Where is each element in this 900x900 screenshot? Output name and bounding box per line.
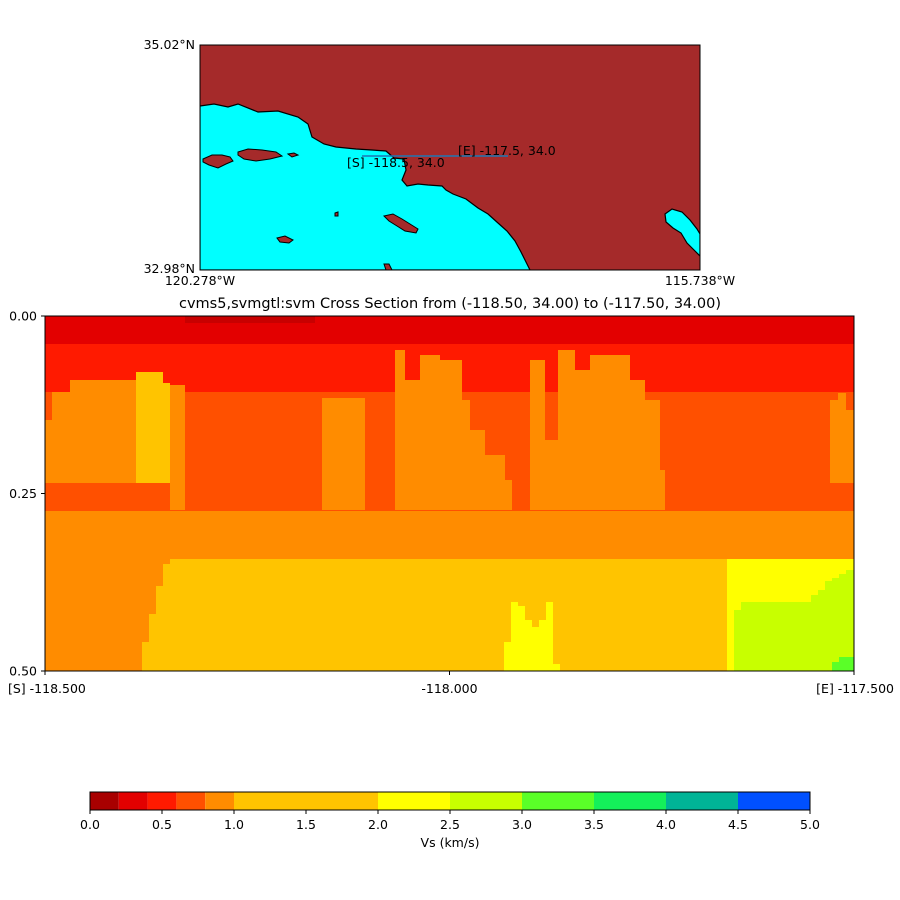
- colorbar-tick-label: 0.5: [152, 817, 172, 832]
- map-lake: [664, 208, 700, 257]
- map-lon-right: 115.738°W: [665, 273, 735, 288]
- y-tick-label: 0.25: [9, 486, 37, 501]
- y-tick-label: 0.50: [9, 664, 37, 679]
- colorbar-block: [738, 792, 810, 810]
- deep-right-vs-3.0-3.5: [832, 657, 854, 671]
- colorbar-tick-label: 4.5: [728, 817, 748, 832]
- layer-vs-0.0-0.2: [185, 316, 315, 323]
- island-san-nicolas: [276, 235, 294, 244]
- feature-orange-col5: [470, 430, 512, 510]
- map-panel: [E] -117.5, 34.0 [S] -118.5, 34.0 35.02°…: [144, 37, 736, 288]
- feature-orange-col2: [170, 385, 185, 510]
- feature-orange-right: [830, 393, 854, 483]
- colorbar-block: [450, 792, 522, 810]
- colorbar-tick-label: 2.5: [440, 817, 460, 832]
- map-label-end: [E] -117.5, 34.0: [458, 143, 556, 158]
- colorbar-ticks: 0.0 0.5 1.0 1.5 2.0 2.5 3.0 3.5 4.0 4.5 5.0: [80, 810, 820, 832]
- feature-left-shallow: [45, 380, 136, 483]
- deep-right-vs-2.5-3.0: [734, 570, 854, 671]
- map-label-start: [S] -118.5, 34.0: [347, 155, 445, 170]
- colorbar-tick-label: 4.0: [656, 817, 676, 832]
- feature-yellow-orange-col1: [136, 372, 170, 483]
- x-tick-label: -118.000: [421, 681, 477, 696]
- colorbar-tick-label: 5.0: [800, 817, 820, 832]
- colorbar-tick-label: 3.5: [584, 817, 604, 832]
- cross-section-title: cvms5,svmgtl:svm Cross Section from (-11…: [179, 296, 721, 312]
- map-lon-left: 120.278°W: [165, 273, 235, 288]
- feature-orange-col6: [530, 350, 665, 510]
- colorbar-blocks: [90, 792, 810, 810]
- colorbar-tick-label: 1.0: [224, 817, 244, 832]
- map-frame: [199, 44, 701, 271]
- colorbar-block: [234, 792, 306, 810]
- x-tick-label: [S] -118.500: [8, 681, 86, 696]
- island-san-clemente: [383, 263, 393, 270]
- colorbar-block: [378, 792, 450, 810]
- layer-vs-0.2-0.4: [45, 316, 854, 344]
- colorbar-block: [306, 792, 378, 810]
- map-lat-top: 35.02°N: [144, 37, 195, 52]
- island-santa-rosa: [202, 154, 234, 169]
- island-catalina: [383, 213, 419, 234]
- feature-orange-col4: [395, 350, 470, 510]
- map-lat-bottom: 32.98°N: [144, 261, 195, 276]
- x-tick-label: [E] -117.500: [816, 681, 894, 696]
- colorbar-block: [205, 792, 234, 810]
- deep-layer-vs-1.0-1.5: [142, 559, 727, 671]
- colorbar: 0.0 0.5 1.0 1.5 2.0 2.5 3.0 3.5 4.0 4.5 5.0 Vs (km…: [80, 791, 820, 850]
- map-ocean: [200, 103, 531, 270]
- cross-section-axes: [S] -118.500 -118.000 [E] -117.500 0.00 0.25…: [8, 309, 894, 697]
- colorbar-tick-label: 0.0: [80, 817, 100, 832]
- colorbar-block: [666, 792, 738, 810]
- colorbar-tick-label: 1.5: [296, 817, 316, 832]
- colorbar-block: [147, 792, 177, 810]
- colorbar-block: [90, 792, 119, 810]
- feature-orange-col3: [322, 398, 365, 510]
- colorbar-block: [522, 792, 594, 810]
- colorbar-block: [176, 792, 206, 810]
- colorbar-block: [594, 792, 666, 810]
- colorbar-label: Vs (km/s): [421, 835, 480, 850]
- island-santa-barbara: [334, 211, 339, 217]
- island-anacapa: [286, 152, 300, 158]
- y-tick-label: 0.00: [9, 309, 37, 324]
- colorbar-tick-label: 3.0: [512, 817, 532, 832]
- colorbar-tick-label: 2.0: [368, 817, 388, 832]
- colorbar-block: [118, 792, 148, 810]
- deep-pocket-vs-1.5-2.0: [504, 602, 560, 671]
- cross-section-panel: cvms5,svmgtl:svm Cross Section from (-11…: [8, 296, 894, 696]
- island-santa-cruz: [237, 148, 284, 162]
